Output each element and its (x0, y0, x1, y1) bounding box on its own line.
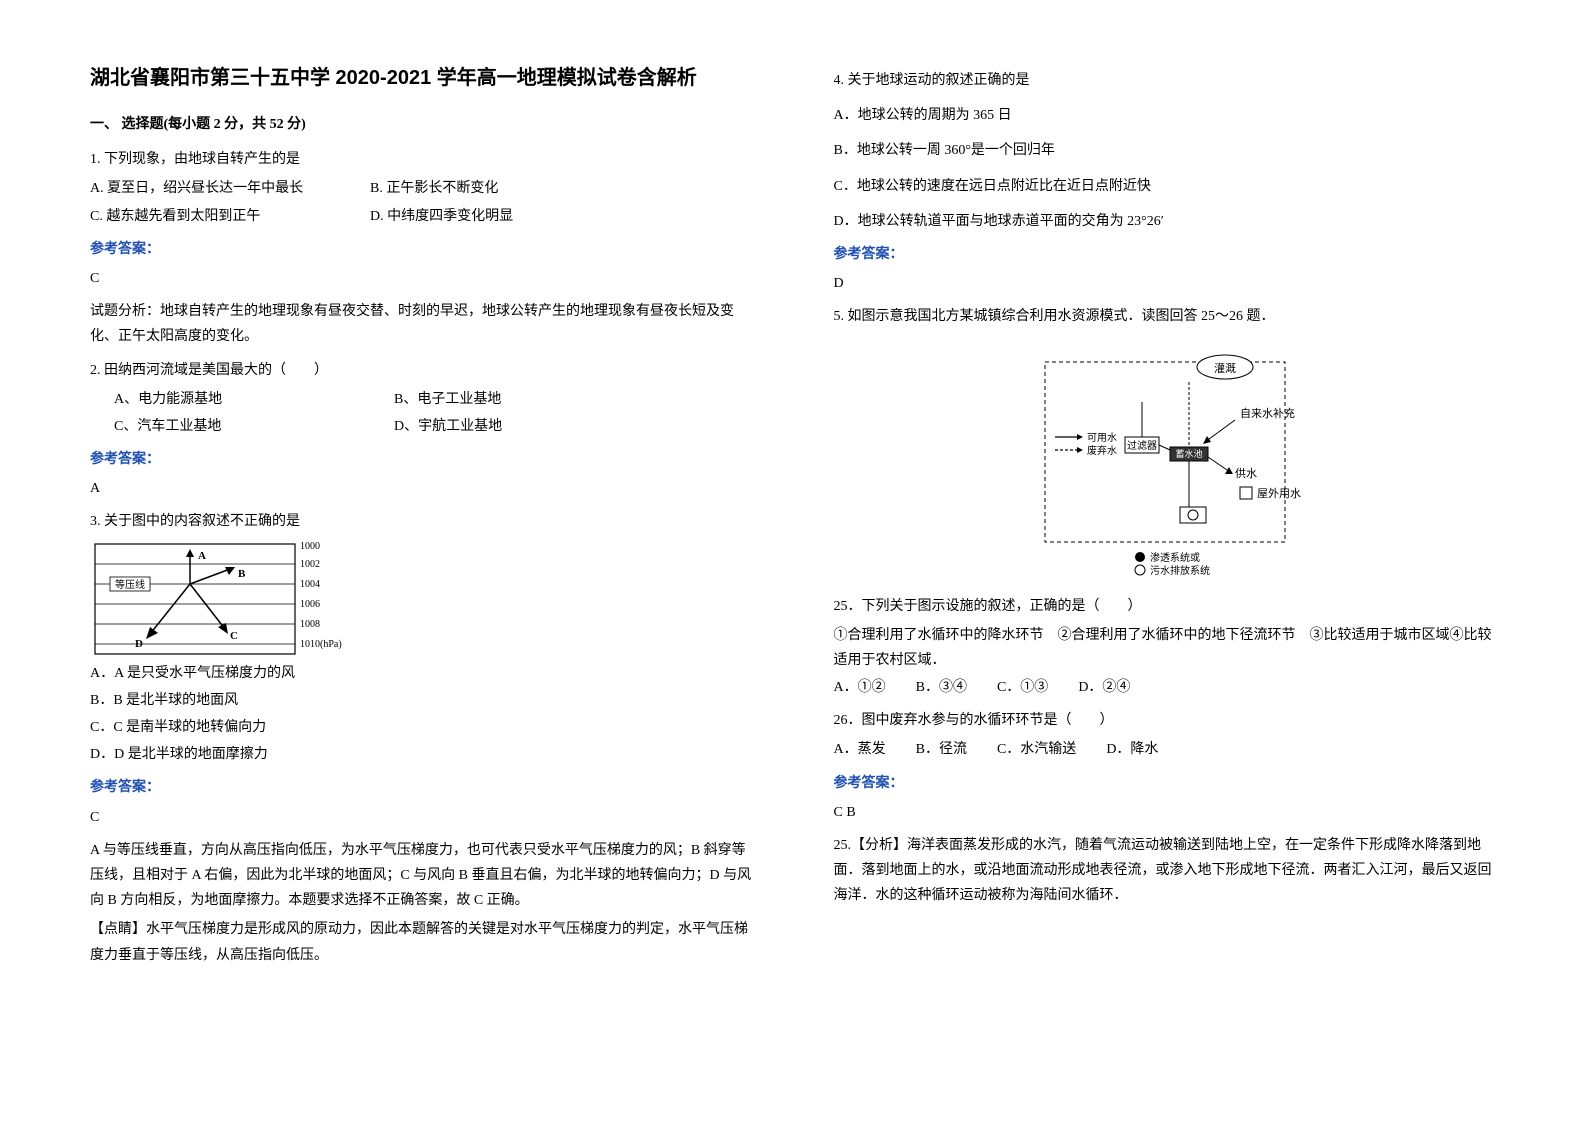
q1-options-row2: C. 越东越先看到太阳到正午 D. 中纬度四季变化明显 (90, 204, 754, 229)
q25-C: C．①③ (997, 675, 1048, 700)
q3-diagram: 等压线 A B C D 1000 1002 1004 1006 1008 101… (90, 539, 754, 659)
q3-optB: B．B 是北半球的地面风 (90, 688, 754, 713)
q1-optB: B. 正午影长不断变化 (370, 176, 498, 201)
svg-text:1004: 1004 (300, 579, 320, 590)
q25-A: A．①② (834, 675, 886, 700)
q25-opts-text: ①合理利用了水循环中的降水环节 ②合理利用了水循环中的地下径流环节 ③比较适用于… (834, 623, 1498, 673)
q26-options: A．蒸发 B．径流 C．水汽输送 D．降水 (834, 737, 1498, 762)
q3-answer: C (90, 805, 754, 830)
q2-options-row1: A、电力能源基地 B、电子工业基地 (90, 387, 754, 412)
q1-stem: 1. 下列现象，由地球自转产生的是 (90, 147, 754, 172)
q26-D: D．降水 (1106, 737, 1158, 762)
q1-options-row1: A. 夏至日，绍兴昼长达一年中最长 B. 正午影长不断变化 (90, 176, 754, 201)
q5-explanation: 25.【分析】海洋表面蒸发形成的水汽，随着气流运动被输送到陆地上空，在一定条件下… (834, 833, 1498, 909)
section-1-header: 一、 选择题(每小题 2 分，共 52 分) (90, 112, 754, 137)
svg-text:可用水: 可用水 (1087, 432, 1117, 444)
q26-A: A．蒸发 (834, 737, 886, 762)
svg-text:1002: 1002 (300, 559, 320, 570)
svg-text:过滤器: 过滤器 (1127, 439, 1157, 452)
isobar-label: 等压线 (115, 578, 145, 591)
q1-optA: A. 夏至日，绍兴昼长达一年中最长 (90, 176, 370, 201)
q2-optD: D、宇航工业基地 (394, 414, 502, 439)
q2-options-row2: C、汽车工业基地 D、宇航工业基地 (90, 414, 754, 439)
q1-explanation: 试题分析：地球自转产生的地理现象有昼夜交替、时刻的早迟，地球公转产生的地理现象有… (90, 299, 754, 349)
q2-optA: A、电力能源基地 (114, 387, 394, 412)
q3-stem: 3. 关于图中的内容叙述不正确的是 (90, 509, 754, 534)
q1-answer: C (90, 266, 754, 291)
svg-text:B: B (238, 568, 246, 580)
svg-text:A: A (198, 550, 206, 562)
svg-text:蓄水池: 蓄水池 (1176, 448, 1203, 459)
q4-optD: D．地球公转轨道平面与地球赤道平面的交角为 23°26′ (834, 209, 1498, 234)
svg-text:污水排放系统: 污水排放系统 (1150, 564, 1210, 577)
svg-text:供水: 供水 (1235, 466, 1257, 480)
q4-stem: 4. 关于地球运动的叙述正确的是 (834, 68, 1498, 93)
q25-stem: 25．下列关于图示设施的叙述，正确的是（ ） (834, 594, 1498, 619)
q3-answer-label: 参考答案： (90, 775, 754, 800)
q2-optB: B、电子工业基地 (394, 387, 501, 412)
exam-title: 湖北省襄阳市第三十五中学 2020-2021 学年高一地理模拟试卷含解析 (90, 60, 754, 96)
svg-text:自来水补充: 自来水补充 (1240, 406, 1295, 420)
svg-text:D: D (135, 638, 143, 650)
right-column: 4. 关于地球运动的叙述正确的是 A．地球公转的周期为 365 日 B．地球公转… (834, 60, 1498, 1062)
q5-answer-label: 参考答案： (834, 771, 1498, 796)
q25-B: B．③④ (916, 675, 967, 700)
q1-optD: D. 中纬度四季变化明显 (370, 204, 513, 229)
q2-answer: A (90, 476, 754, 501)
svg-text:1006: 1006 (300, 599, 320, 610)
q5-stem: 5. 如图示意我国北方某城镇综合利用水资源模式．读图回答 25～26 题． (834, 304, 1498, 329)
q26-C: C．水汽输送 (997, 737, 1076, 762)
svg-text:灌溉: 灌溉 (1214, 362, 1236, 375)
svg-text:C: C (230, 630, 238, 642)
q4-answer: D (834, 271, 1498, 296)
q3-explanation1: A 与等压线垂直，方向从高压指向低压，为水平气压梯度力，也可代表只受水平气压梯度… (90, 838, 754, 914)
q2-stem: 2. 田纳西河流域是美国最大的（ ） (90, 358, 754, 383)
svg-text:1010(hPa): 1010(hPa) (300, 639, 342, 650)
q5-answer: C B (834, 800, 1498, 825)
q3-explanation2: 【点睛】水平气压梯度力是形成风的原动力，因此本题解答的关键是对水平气压梯度力的判… (90, 917, 754, 967)
left-column: 湖北省襄阳市第三十五中学 2020-2021 学年高一地理模拟试卷含解析 一、 … (90, 60, 754, 1062)
svg-text:1000: 1000 (300, 541, 320, 552)
q5-diagram: 灌溉 可用水 废弃水 过滤器 蓄水池 自来水补充 供水 屋外用水 (1025, 342, 1305, 582)
q26-B: B．径流 (916, 737, 967, 762)
q3-optA: A．A 是只受水平气压梯度力的风 (90, 661, 754, 686)
svg-text:1008: 1008 (300, 619, 320, 630)
q25-options: A．①② B．③④ C．①③ D．②④ (834, 675, 1498, 700)
q4-optA: A．地球公转的周期为 365 日 (834, 103, 1498, 128)
q4-optC: C．地球公转的速度在远日点附近比在近日点附近快 (834, 174, 1498, 199)
q3-optC: C．C 是南半球的地转偏向力 (90, 715, 754, 740)
q1-answer-label: 参考答案： (90, 237, 754, 262)
q4-answer-label: 参考答案： (834, 242, 1498, 267)
q25-D: D．②④ (1078, 675, 1130, 700)
q26-stem: 26．图中废弃水参与的水循环环节是（ ） (834, 708, 1498, 733)
q2-answer-label: 参考答案： (90, 447, 754, 472)
svg-text:屋外用水: 屋外用水 (1257, 487, 1301, 500)
q4-optB: B．地球公转一周 360°是一个回归年 (834, 138, 1498, 163)
q2-optC: C、汽车工业基地 (114, 414, 394, 439)
q1-optC: C. 越东越先看到太阳到正午 (90, 204, 370, 229)
svg-text:渗透系统或: 渗透系统或 (1150, 551, 1200, 564)
svg-text:废弃水: 废弃水 (1087, 444, 1117, 457)
q3-optD: D．D 是北半球的地面摩擦力 (90, 742, 754, 767)
